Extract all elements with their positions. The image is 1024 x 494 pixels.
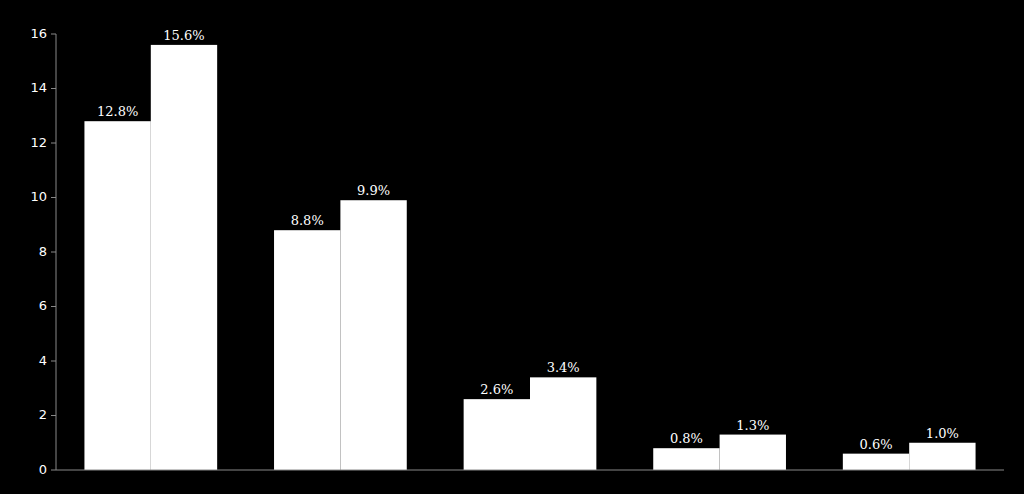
y-tick-label: 4 [39, 353, 47, 368]
y-tick [51, 143, 56, 144]
data-label: 9.9% [357, 183, 390, 198]
y-axis-ticks: 0 2 4 6 8 10 12 14 16 [30, 26, 56, 477]
y-tick [51, 415, 56, 416]
y-tick-label: 8 [39, 244, 47, 259]
y-tick [51, 88, 56, 89]
y-tick-label: 0 [39, 462, 47, 477]
y-tick-label: 16 [30, 26, 47, 41]
y-tick [51, 197, 56, 198]
x-axis-line [56, 470, 1004, 471]
y-tick [51, 470, 56, 471]
data-label: 1.3% [736, 418, 769, 433]
data-label: 8.8% [291, 213, 324, 228]
background [0, 0, 1024, 494]
data-label: 3.4% [547, 360, 580, 375]
y-tick [51, 306, 56, 307]
bar [843, 454, 909, 470]
bar [909, 443, 975, 470]
bar [151, 45, 217, 470]
y-tick-label: 14 [30, 80, 47, 95]
data-label: 12.8% [97, 104, 138, 119]
data-labels: 12.8% 8.8% 2.6% 0.8% 0.6% 15.6% 9.9% 3.4% 1.3% 1.… [97, 28, 959, 452]
data-label: 2.6% [480, 382, 513, 397]
y-tick-label: 10 [30, 189, 47, 204]
bar [653, 448, 719, 470]
bars [84, 45, 975, 470]
chart: 0 2 4 6 8 10 12 14 16 12.8% 8.8% 2.6% 0.8% 0.6% 15.6% 9… [0, 0, 1024, 494]
data-label: 0.8% [670, 431, 703, 446]
y-tick [51, 252, 56, 253]
data-label: 0.6% [860, 437, 893, 452]
y-tick [51, 34, 56, 35]
bar [720, 435, 786, 470]
y-tick-label: 12 [30, 135, 47, 150]
bar [340, 200, 406, 470]
y-axis-line [56, 34, 57, 470]
y-tick-label: 6 [39, 298, 47, 313]
y-tick [51, 361, 56, 362]
data-label: 1.0% [926, 426, 959, 441]
bar [274, 230, 340, 470]
bar [530, 377, 596, 470]
bar [84, 121, 150, 470]
bar [464, 399, 530, 470]
y-tick-label: 2 [39, 407, 47, 422]
data-label: 15.6% [163, 28, 204, 43]
